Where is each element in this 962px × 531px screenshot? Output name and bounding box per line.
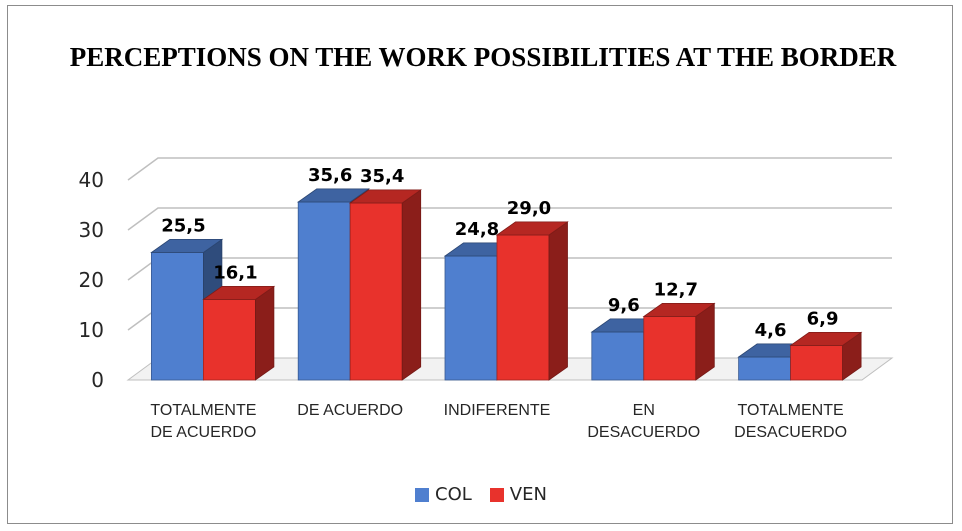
bar-side-ven	[254, 285, 275, 381]
data-label: 25,5	[161, 215, 205, 236]
y-tick-label: 10	[79, 318, 104, 342]
gridline	[127, 157, 892, 181]
bar-col	[444, 255, 498, 381]
x-tick-label: EN	[633, 402, 655, 419]
x-tick-label: TOTALMENTE	[150, 402, 256, 419]
gridline	[127, 207, 892, 231]
data-label: 35,6	[308, 165, 352, 186]
legend-item-col: COL	[415, 484, 472, 505]
bar-top-col	[296, 188, 370, 203]
x-tick-label: DESACUERDO	[587, 424, 700, 441]
bar-side-ven	[401, 189, 422, 381]
bar-col	[297, 201, 351, 381]
legend-swatch	[489, 487, 504, 502]
bar-top-ven	[789, 331, 863, 346]
bar-ven	[790, 345, 843, 381]
legend-item-ven: VEN	[489, 484, 547, 505]
x-tick-label: DE ACUERDO	[151, 424, 257, 441]
bar-ven	[643, 316, 697, 381]
x-tick-label: DE ACUERDO	[297, 402, 403, 419]
data-label: 9,6	[608, 295, 640, 316]
x-tick-label: TOTALMENTE	[738, 402, 844, 419]
legend-label: VEN	[509, 484, 547, 505]
bar-top-ven	[202, 285, 276, 300]
bar-ven	[202, 299, 256, 381]
y-tick-label: 40	[79, 168, 104, 192]
bar-top-ven	[495, 221, 569, 236]
x-tick-label: DESACUERDO	[734, 424, 847, 441]
chart-title: PERCEPTIONS ON THE WORK POSSIBILITIES AT…	[69, 42, 897, 72]
y-tick-label: 20	[79, 268, 104, 292]
y-tick-label: 0	[91, 368, 104, 392]
legend-swatch	[415, 487, 430, 502]
legend: COL VEN	[0, 484, 962, 505]
y-tick-label: 30	[79, 218, 104, 242]
x-tick-label: INDIFERENTE	[444, 402, 551, 419]
bar-top-ven	[348, 189, 422, 204]
data-label: 12,7	[654, 279, 698, 300]
data-label: 4,6	[755, 320, 787, 341]
data-label: 29,0	[507, 198, 551, 219]
legend-label: COL	[435, 484, 472, 505]
bar-col	[591, 331, 645, 381]
data-label: 16,1	[213, 262, 257, 283]
bar-ven	[349, 202, 403, 381]
bar-side-ven	[548, 221, 568, 381]
bar-ven	[496, 234, 550, 381]
bar-top-ven	[642, 302, 716, 317]
bar-top-col	[150, 238, 224, 253]
bar-col	[738, 356, 791, 381]
data-label: 6,9	[807, 308, 839, 329]
bar-col	[150, 252, 204, 381]
data-label: 35,4	[360, 166, 404, 187]
data-label: 24,8	[455, 219, 499, 240]
